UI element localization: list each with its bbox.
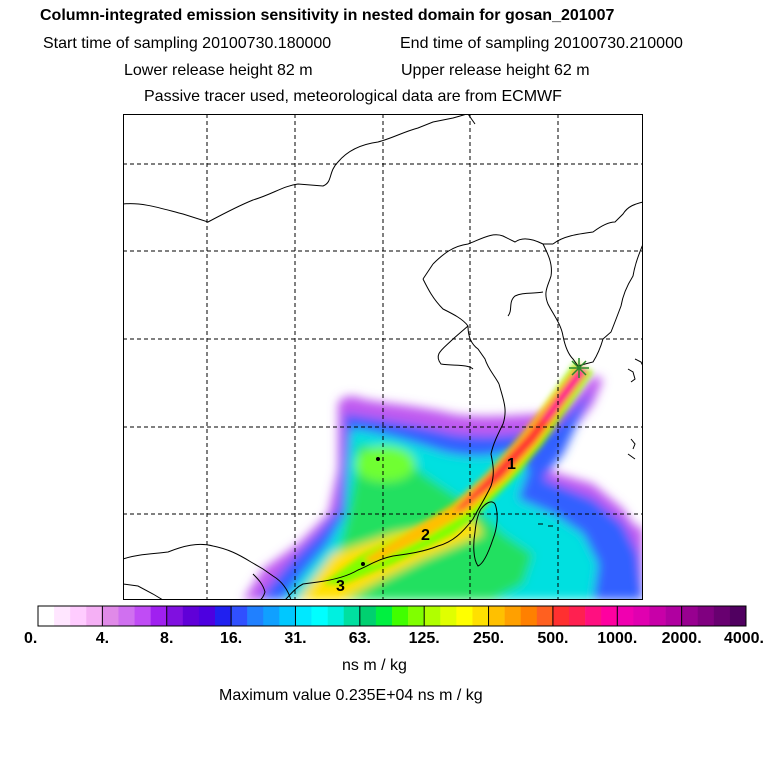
colorbar-cell [54, 606, 71, 626]
colorbar-cell [247, 606, 264, 626]
star-receptor-icon [569, 358, 589, 378]
tracer-note: Passive tracer used, meteorological data… [144, 88, 562, 105]
colorbar-cell [472, 606, 489, 626]
path-label-1: 1 [507, 456, 516, 473]
lat-lon-grid [123, 114, 643, 600]
maximum-value-label: Maximum value 0.235E+04 ns m / kg [219, 687, 483, 704]
colorbar-cell [150, 606, 168, 626]
colorbar-cell [215, 606, 232, 626]
colorbar-cell [134, 606, 151, 626]
colorbar-cell [424, 606, 441, 626]
colorbar-cell [633, 606, 650, 626]
sensitivity-field [243, 362, 643, 600]
path-label-2: 2 [421, 527, 430, 544]
colorbar-cell [359, 606, 377, 626]
colorbar-cell [375, 606, 393, 626]
colorbar-cell [520, 606, 538, 626]
colorbar-cell [231, 606, 248, 626]
colorbar-cell [295, 606, 312, 626]
colorbar-cell [456, 606, 473, 626]
colorbar [37, 605, 747, 627]
colorbar-tick-label: 2000. [661, 630, 702, 647]
colorbar-unit: ns m / kg [342, 657, 407, 674]
colorbar-tick-label: 63. [348, 630, 371, 647]
colorbar-tick-label: 16. [219, 630, 243, 647]
colorbar-cell [327, 606, 345, 626]
colorbar-cell [713, 606, 731, 626]
colorbar-frame [37, 605, 747, 627]
colorbar-cell [536, 606, 554, 626]
figure-title: Column-integrated emission sensitivity i… [40, 7, 615, 24]
colorbar-cell [552, 606, 570, 626]
colorbar-cell [38, 606, 55, 626]
colorbar-cell [488, 606, 505, 626]
end-time-label: End time of sampling 20100730.210000 [400, 35, 683, 52]
colorbar-cell [182, 606, 200, 626]
colorbar-cell [729, 606, 747, 626]
colorbar-cell [408, 606, 425, 626]
colorbar-tick-label: 1000. [597, 630, 638, 647]
colorbar-tick-label: 4. [95, 630, 110, 647]
colorbar-cell [649, 606, 666, 626]
colorbar-cell [102, 606, 119, 626]
lower-height-label: Lower release height 82 m [124, 62, 313, 79]
path-label-3: 3 [336, 578, 345, 595]
colorbar-cell [311, 606, 328, 626]
colorbar-cell [601, 606, 618, 626]
colorbar-tick-label: 250. [472, 630, 505, 647]
colorbar-cell [681, 606, 699, 626]
colorbar-cell [279, 606, 296, 626]
colorbar-cell [343, 606, 361, 626]
upper-height-label: Upper release height 62 m [401, 62, 590, 79]
map-frame [123, 114, 643, 600]
colorbar-cell [392, 606, 409, 626]
sensitivity-map: 1 2 3 [123, 114, 643, 600]
start-time-label: Start time of sampling 20100730.180000 [43, 35, 332, 52]
colorbar-cell [617, 606, 634, 626]
colorbar-tick-label: 0. [24, 630, 38, 647]
colorbar-cell [504, 606, 522, 626]
colorbar-cell [86, 606, 103, 626]
colorbar-tick-label: 125. [408, 630, 440, 647]
colorbar-cell [263, 606, 280, 626]
colorbar-cell [585, 606, 602, 626]
colorbar-tick-label: 31. [284, 630, 307, 647]
colorbar-cell [665, 606, 682, 626]
colorbar-cell [697, 606, 715, 626]
colorbar-cell [166, 606, 184, 626]
colorbar-cell [569, 606, 586, 626]
coastlines [123, 114, 643, 600]
colorbar-tick-label: 8. [160, 630, 174, 647]
colorbar-cell [440, 606, 457, 626]
colorbar-tick-label: 500. [537, 630, 569, 647]
colorbar-tick-label: 4000. [723, 630, 764, 647]
colorbar-cell [70, 606, 87, 626]
colorbar-cell [118, 606, 135, 626]
colorbar-cell [198, 606, 216, 626]
